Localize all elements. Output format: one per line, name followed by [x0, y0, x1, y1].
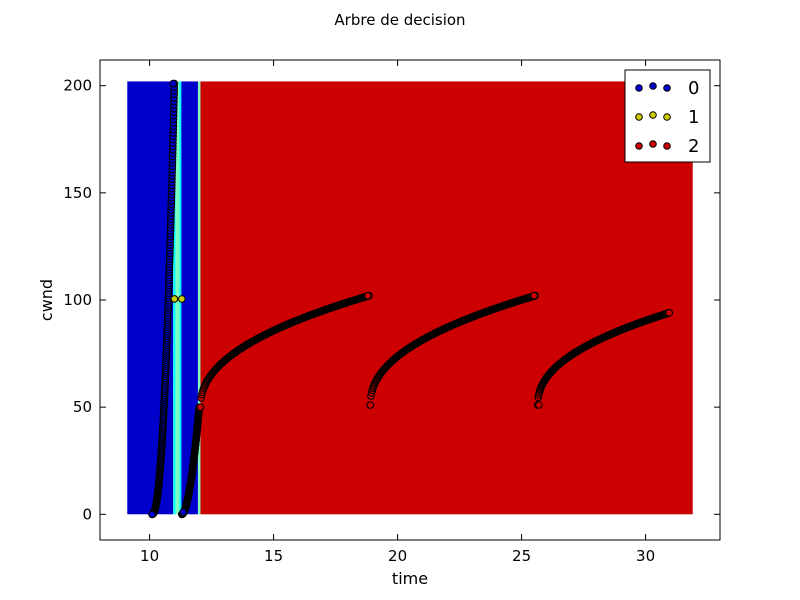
x-tick-label: 10	[140, 547, 159, 565]
x-tick-label: 15	[264, 547, 283, 565]
legend-marker-0	[663, 84, 671, 92]
legend-marker-2	[635, 142, 643, 150]
x-tick-label: 25	[512, 547, 531, 565]
point-class-2	[364, 291, 372, 300]
point-class-0	[148, 510, 156, 519]
legend-marker-0	[635, 84, 643, 92]
point-class-2	[530, 291, 538, 300]
decision-regions	[127, 81, 693, 515]
chart-title: Arbre de decision	[334, 11, 465, 29]
point-class-2	[196, 403, 205, 411]
y-tick-label: 100	[63, 291, 92, 309]
point-class-1	[170, 295, 179, 303]
y-tick-label: 200	[63, 77, 92, 95]
legend-marker-1	[649, 111, 657, 119]
point-class-1	[178, 295, 186, 303]
legend-label-1: 1	[688, 107, 699, 128]
legend-marker-2	[663, 142, 671, 150]
legend-marker-2	[649, 140, 657, 148]
region-class-0-4	[181, 81, 198, 515]
point-class-2	[665, 309, 673, 317]
legend-marker-1	[663, 113, 671, 121]
region-class-2-6	[200, 81, 693, 515]
y-axis-label: cwnd	[37, 279, 56, 321]
point-class-2	[535, 401, 543, 409]
y-tick-label: 150	[63, 184, 92, 202]
y-tick-label: 0	[82, 505, 92, 523]
legend-label-2: 2	[688, 136, 699, 157]
point-class-2	[366, 401, 375, 409]
x-tick-label: 30	[636, 547, 655, 565]
x-axis-label: time	[392, 569, 428, 588]
legend-marker-0	[649, 82, 657, 90]
x-tick-label: 20	[388, 547, 407, 565]
legend: 0 1 2	[624, 69, 711, 163]
point-class-0	[179, 508, 187, 516]
point-class-0	[169, 79, 177, 88]
region-class-0-5	[197, 81, 201, 515]
legend-label-0: 0	[688, 78, 699, 99]
legend-marker-1	[635, 113, 643, 121]
data-points	[148, 79, 673, 519]
y-tick-label: 50	[73, 398, 92, 416]
